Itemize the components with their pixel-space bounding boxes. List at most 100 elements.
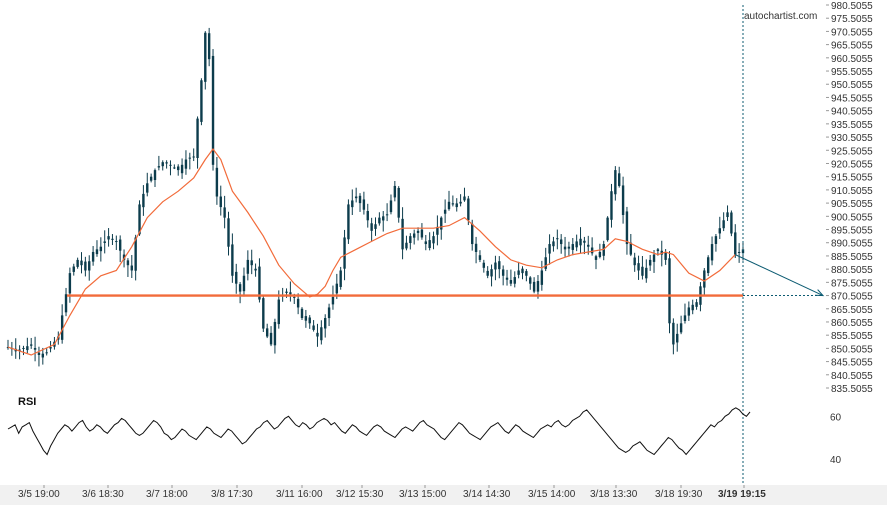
candle-body <box>436 226 439 235</box>
candle-body <box>99 246 103 252</box>
candle-body <box>103 241 106 243</box>
y-tick-label: 835.5055 <box>831 384 873 395</box>
y-tick-label: 865.5055 <box>831 305 873 316</box>
candle-body <box>207 33 211 60</box>
candle-body <box>703 270 706 288</box>
y-tick-label: 935.5055 <box>831 120 873 131</box>
candle-body <box>540 270 544 285</box>
candle-body <box>521 268 524 274</box>
candle-body <box>18 349 21 351</box>
candle-body <box>72 266 75 272</box>
candle-body <box>505 277 509 280</box>
candle-body <box>389 200 393 213</box>
rsi-line <box>7 407 751 456</box>
candle-body <box>734 232 737 255</box>
candle-body <box>211 55 215 165</box>
candle-body <box>405 242 408 249</box>
candle-body <box>621 185 625 216</box>
candle-body <box>64 294 68 313</box>
candle-body <box>149 176 153 181</box>
candle-body <box>30 344 33 346</box>
candle-body <box>262 298 265 329</box>
y-tick-label: 870.5055 <box>831 292 873 303</box>
candle-body <box>91 251 95 262</box>
moving-average-line <box>7 147 736 356</box>
x-tick-label: 3/8 17:30 <box>211 489 253 500</box>
candle-body <box>300 308 304 319</box>
candle-body <box>474 243 478 252</box>
candle-body <box>118 239 122 251</box>
y-tick-label: 845.5055 <box>831 358 873 369</box>
candle-body <box>401 218 404 250</box>
projection-arrow-line <box>735 254 824 297</box>
candle-body <box>238 284 242 292</box>
candle-body <box>130 265 133 271</box>
projection-arrow-head <box>814 289 825 297</box>
y-tick-label: 905.5055 <box>831 199 873 210</box>
candle-body <box>529 277 532 284</box>
candle-body <box>637 263 640 271</box>
candle-body <box>687 307 691 316</box>
candle-body <box>629 242 633 255</box>
x-tick-label: 3/6 18:30 <box>82 489 124 500</box>
rsi-tick-label: 40 <box>830 455 842 466</box>
candle-body <box>370 223 373 231</box>
candle-body <box>223 207 226 218</box>
candle-body <box>428 240 431 248</box>
y-tick-label: 940.5055 <box>831 107 873 118</box>
candle-body <box>393 185 397 198</box>
y-tick-label: 860.5055 <box>831 318 873 329</box>
candle-body <box>552 241 555 247</box>
x-tick-label: 3/7 18:00 <box>146 489 188 500</box>
candle-body <box>633 257 636 266</box>
candle-body <box>645 267 648 279</box>
candle-body <box>316 332 319 337</box>
candle-body <box>536 281 540 292</box>
y-tick-label: 850.5055 <box>831 344 873 355</box>
candle-body <box>648 259 652 266</box>
y-tick-label: 960.5055 <box>831 54 873 65</box>
candle-body <box>598 251 602 257</box>
candle-body <box>668 258 671 324</box>
candle-body <box>463 196 466 201</box>
candle-body <box>242 275 246 292</box>
candle-body <box>455 203 458 208</box>
candle-body <box>153 170 157 181</box>
candle-body <box>161 162 164 167</box>
candle-body <box>575 241 578 248</box>
moving-average-series <box>7 147 736 356</box>
candle-body <box>285 291 288 293</box>
candle-body <box>374 224 377 229</box>
candle-body <box>498 261 501 270</box>
candle-body <box>188 157 192 159</box>
y-tick-label: 950.5055 <box>831 80 873 91</box>
price-axis-background <box>829 0 887 485</box>
candle-body <box>517 270 520 275</box>
candle-body <box>652 254 656 262</box>
candle-body <box>679 323 683 333</box>
candle-body <box>440 217 443 230</box>
candle-body <box>559 239 563 245</box>
candle-body <box>88 261 91 271</box>
candle-body <box>192 156 195 158</box>
candle-body <box>250 260 253 266</box>
x-tick-label: 3/11 16:00 <box>276 489 323 500</box>
y-tick-label: 895.5055 <box>831 226 873 237</box>
candle-body <box>324 318 327 329</box>
candle-body <box>451 203 455 205</box>
candle-body <box>443 209 447 214</box>
rsi-panel-title: RSI <box>18 396 36 408</box>
candle-body <box>641 266 644 276</box>
candle-body <box>235 271 238 284</box>
candle-body <box>691 304 694 311</box>
candle-body <box>138 204 141 235</box>
candle-body <box>579 238 582 246</box>
candle-body <box>695 302 698 307</box>
candle-body <box>494 262 497 270</box>
x-axis-background <box>0 485 887 505</box>
candle-body <box>432 236 435 244</box>
watermark-text: autochartist.com <box>744 11 817 22</box>
candle-body <box>741 249 745 254</box>
candle-body <box>416 230 420 233</box>
